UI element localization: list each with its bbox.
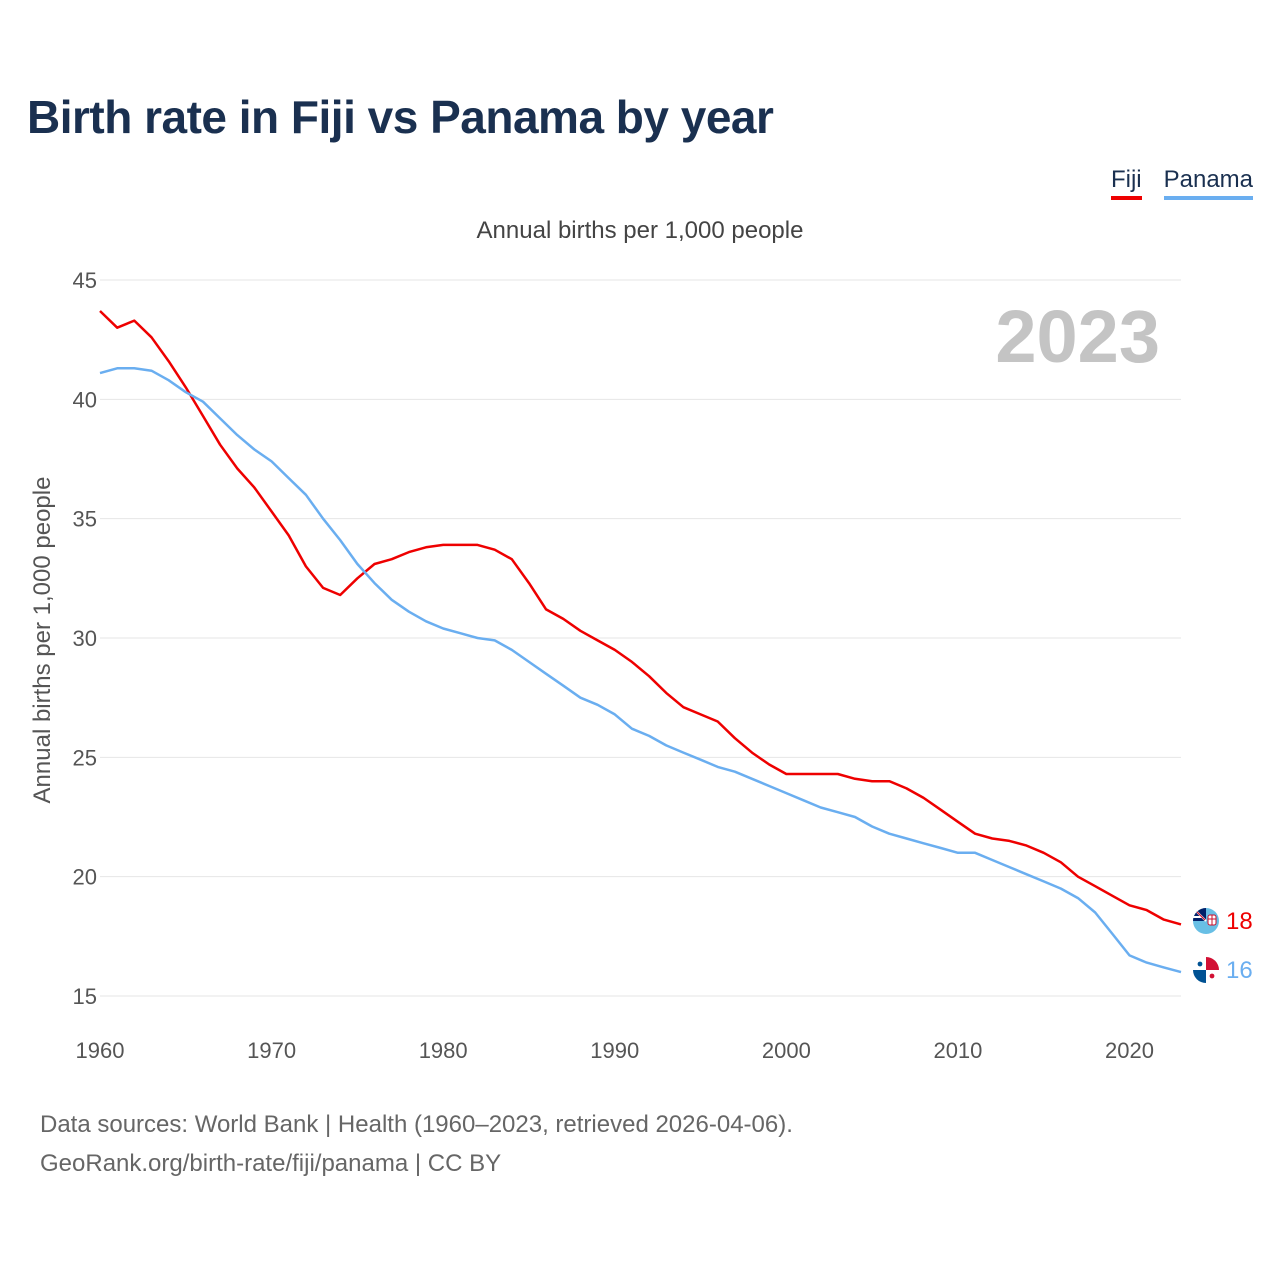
y-tick-label: 35 (73, 507, 97, 532)
x-tick-label: 2010 (933, 1038, 982, 1063)
chart-subtitle: Annual births per 1,000 people (476, 217, 804, 244)
x-tick-label: 2020 (1105, 1038, 1154, 1063)
legend-item-fiji[interactable]: Fiji (1110, 166, 1142, 200)
x-tick-label: 1980 (419, 1038, 468, 1063)
series-lines (99, 310, 1182, 974)
fiji-flag-icon (1193, 908, 1219, 934)
footer: Data sources: World Bank | Health (1960–… (40, 1105, 793, 1183)
y-tick-label: 15 (73, 984, 97, 1009)
x-tick-label: 1990 (590, 1038, 639, 1063)
x-axis-ticks: 1960 1970 1980 1990 2000 2010 2020 (76, 1038, 1154, 1063)
year-marker: 2023 (995, 295, 1160, 378)
chart-title: Birth rate in Fiji vs Panama by year (27, 91, 774, 143)
legend-item-panama[interactable]: Panama (1163, 166, 1253, 200)
legend: Fiji Panama (1110, 166, 1253, 200)
y-tick-label: 30 (73, 626, 97, 651)
x-tick-label: 1960 (76, 1038, 125, 1063)
y-axis-label: Annual births per 1,000 people (29, 477, 56, 804)
y-tick-label: 45 (73, 268, 97, 293)
series-line-fiji (99, 310, 1182, 926)
panama-end-label: 16 (1226, 957, 1253, 984)
x-tick-label: 1970 (247, 1038, 296, 1063)
y-tick-label: 20 (73, 865, 97, 890)
series-end-markers: 18 16 (1193, 908, 1253, 984)
y-axis-ticks: 15 20 25 30 35 40 45 (73, 268, 97, 1009)
y-tick-label: 40 (73, 387, 97, 412)
data-source-note: Data sources: World Bank | Health (1960–… (40, 1111, 793, 1138)
source-url: GeoRank.org/birth-rate/fiji/panama | CC … (40, 1150, 502, 1177)
gridlines (100, 279, 1181, 997)
series-line-panama (99, 367, 1182, 974)
panama-flag-icon (1193, 957, 1219, 983)
y-tick-label: 25 (73, 745, 97, 770)
fiji-end-label: 18 (1226, 908, 1253, 935)
x-tick-label: 2000 (762, 1038, 811, 1063)
